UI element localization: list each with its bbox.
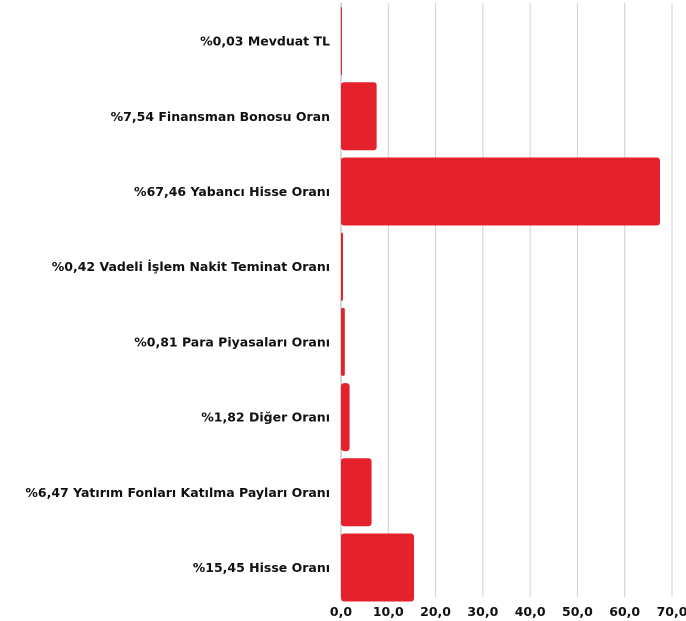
category-label-5: %1,82 Diğer Oranı	[201, 410, 330, 425]
x-tick-label-7: 70,0	[657, 604, 686, 619]
x-tick-label-2: 20,0	[420, 604, 451, 619]
bar-1	[341, 82, 377, 151]
x-tick-label-3: 30,0	[467, 604, 498, 619]
bar-4	[341, 307, 345, 376]
bar-0	[341, 7, 342, 76]
bar-2	[341, 157, 660, 226]
category-label-0: %0,03 Mevduat TL	[200, 34, 330, 49]
bar-7	[341, 533, 415, 602]
x-tick-label-6: 60,0	[609, 604, 640, 619]
category-label-2: %67,46 Yabancı Hisse Oranı	[134, 184, 330, 199]
category-label-1: %7,54 Finansman Bonosu Oran	[111, 109, 330, 124]
bars	[341, 7, 660, 602]
x-tick-label-5: 50,0	[562, 604, 593, 619]
x-tick-label-4: 40,0	[515, 604, 546, 619]
x-tick-label-1: 10,0	[373, 604, 404, 619]
x-axis-tick-labels: 0,0 10,0 20,0 30,0 40,0 50,0 60,0 70,0	[330, 604, 686, 619]
bar-5	[341, 383, 350, 452]
category-label-3: %0,42 Vadeli İşlem Nakit Teminat Oranı	[52, 259, 330, 274]
x-tick-label-0: 0,0	[330, 604, 352, 619]
category-labels: %0,03 Mevduat TL %7,54 Finansman Bonosu O…	[25, 34, 330, 575]
category-label-7: %15,45 Hisse Oranı	[193, 560, 330, 575]
category-label-4: %0,81 Para Piyasaları Oranı	[134, 334, 330, 349]
bar-3	[341, 232, 343, 301]
bar-6	[341, 458, 372, 527]
grid-lines	[340, 3, 673, 597]
category-label-6: %6,47 Yatırım Fonları Katılma Payları Or…	[25, 485, 330, 500]
